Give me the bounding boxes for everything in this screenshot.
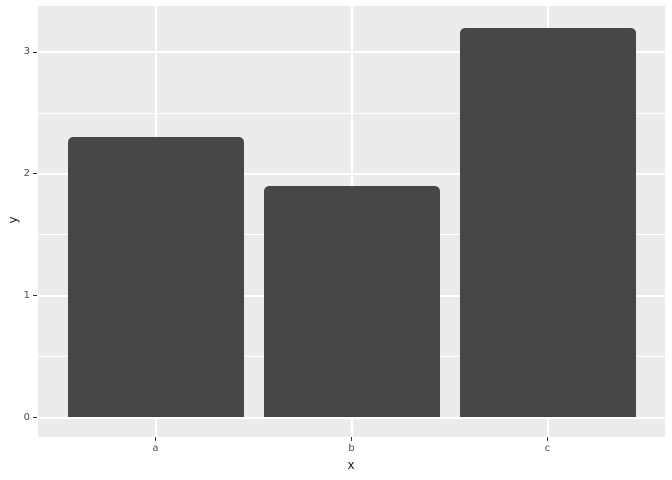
x-axis-title: x [347, 458, 355, 472]
y-tick-mark [33, 173, 37, 175]
x-tick-mark [155, 437, 156, 441]
x-tick-label: a [152, 443, 159, 454]
y-tick-mark [33, 417, 37, 418]
x-tick-mark [547, 437, 548, 441]
bar-a [67, 137, 244, 418]
y-tick-mark [33, 51, 37, 53]
x-tick-mark [351, 437, 352, 441]
x-tick-label: b [348, 443, 355, 454]
y-tick-label: 1 [23, 289, 30, 301]
y-tick-label: 3 [23, 46, 30, 58]
y-tick-label: 0 [23, 411, 30, 423]
bar-b [263, 186, 440, 418]
x-tick-label: c [544, 443, 551, 454]
y-axis-title: y [6, 216, 20, 224]
plot-panel [38, 6, 665, 437]
y-tick-label: 2 [23, 167, 30, 179]
y-tick-mark [33, 295, 37, 297]
bar-c [459, 27, 636, 418]
